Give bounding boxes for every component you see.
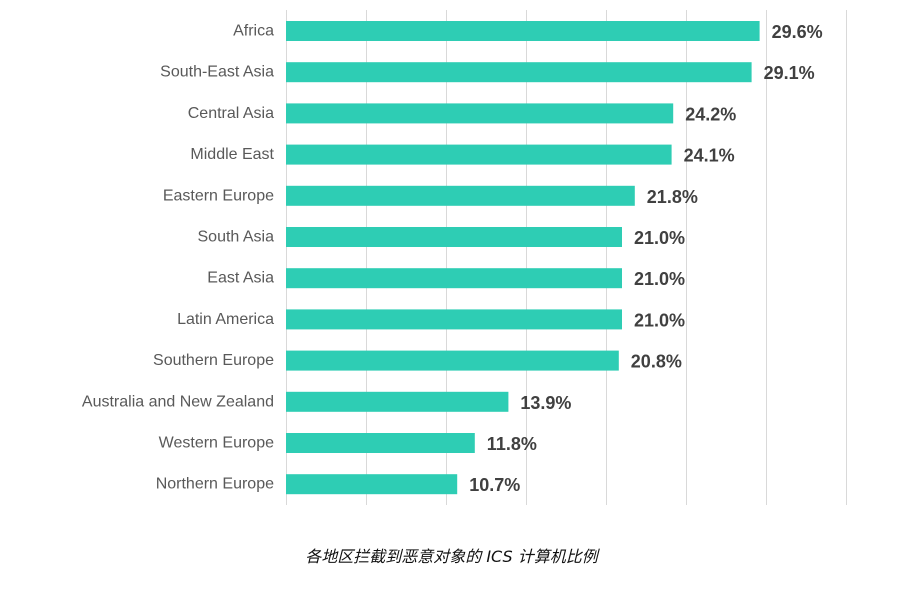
bar — [286, 227, 622, 247]
category-labels: Africa South-East Asia Central Asia Middle … — [82, 23, 275, 493]
bar — [286, 391, 509, 412]
bar — [286, 185, 635, 206]
value-label: 13.9% — [520, 393, 571, 413]
category-label: South Asia — [198, 229, 275, 246]
category-label: South-East Asia — [160, 64, 274, 81]
category-label: East Asia — [207, 270, 274, 287]
bars — [286, 21, 760, 495]
category-label: Southern Europe — [153, 352, 274, 369]
value-label: 21.0% — [634, 228, 685, 248]
value-label: 20.8% — [631, 352, 682, 372]
category-label: Western Europe — [159, 435, 274, 452]
category-label: Central Asia — [188, 105, 274, 122]
bar — [286, 21, 760, 41]
value-label: 24.1% — [684, 146, 735, 166]
chart-caption: 各地区拦截到恶意对象的 ICS 计算机比例 — [305, 547, 598, 566]
bar — [286, 103, 674, 124]
bar-chart: Africa South-East Asia Central Asia Middle … — [82, 10, 847, 505]
bar — [286, 144, 672, 165]
value-label: 24.2% — [685, 104, 736, 124]
bar — [286, 62, 752, 83]
value-label: 21.0% — [634, 310, 685, 330]
category-label: Eastern Europe — [163, 187, 274, 204]
category-label: Middle East — [190, 146, 274, 163]
bar — [286, 268, 622, 289]
category-label: Latin America — [177, 311, 274, 328]
value-label: 29.1% — [764, 63, 815, 83]
category-label: Australia and New Zealand — [82, 393, 274, 410]
value-labels: 29.6% 29.1% 24.2% 24.1% 21.8% 21.0% 21.0% 21.0%… — [469, 22, 822, 495]
category-label: Northern Europe — [156, 476, 274, 493]
value-label: 10.7% — [469, 475, 520, 495]
bar — [286, 433, 475, 453]
value-label: 11.8% — [487, 434, 537, 454]
category-label: Africa — [233, 23, 274, 40]
value-label: 29.6% — [772, 22, 823, 42]
value-label: 21.8% — [647, 187, 698, 207]
bar — [286, 474, 458, 495]
value-label: 21.0% — [634, 269, 685, 289]
bar — [286, 350, 619, 371]
bar — [286, 309, 622, 330]
gridlines — [286, 10, 847, 505]
